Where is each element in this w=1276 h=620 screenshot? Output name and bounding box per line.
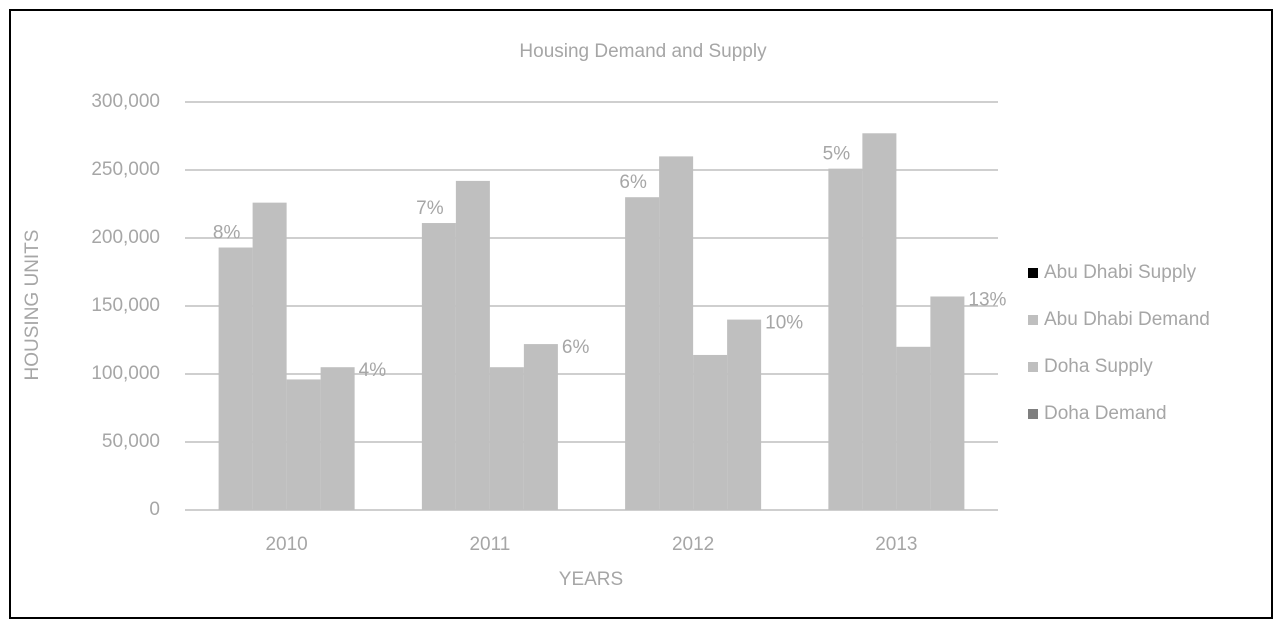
- bar: [523, 344, 558, 510]
- y-tick-label: 300,000: [91, 91, 160, 112]
- legend-swatch: [1028, 315, 1038, 325]
- annotation: 8%: [213, 223, 241, 244]
- bar: [625, 197, 660, 510]
- y-axis-title: HOUSING UNITS: [22, 230, 43, 381]
- annotation: 6%: [562, 337, 590, 358]
- annotation: 7%: [416, 198, 444, 219]
- annotation: 10%: [765, 313, 803, 334]
- bar: [421, 223, 456, 511]
- chart-title: Housing Demand and Supply: [519, 41, 767, 62]
- annotation: 6%: [619, 172, 647, 193]
- y-tick-label: 100,000: [91, 363, 160, 384]
- bar: [862, 133, 897, 510]
- y-tick-label: 150,000: [91, 295, 160, 316]
- bar: [896, 346, 931, 510]
- x-tick-label: 2013: [875, 534, 917, 555]
- y-tick-label: 50,000: [102, 431, 160, 452]
- bar: [727, 319, 762, 510]
- legend-label: Doha Demand: [1044, 403, 1167, 424]
- legend-swatch: [1028, 268, 1038, 278]
- bar: [930, 296, 965, 510]
- y-tick-label: 0: [149, 499, 160, 520]
- bar: [218, 247, 253, 510]
- legend-label: Abu Dhabi Supply: [1044, 262, 1197, 283]
- legend-swatch: [1028, 409, 1038, 419]
- bar: [489, 367, 524, 510]
- bar: [693, 354, 728, 510]
- bar: [252, 202, 287, 510]
- x-tick-label: 2011: [469, 534, 510, 555]
- x-tick-label: 2010: [265, 534, 307, 555]
- frame: [9, 9, 1273, 619]
- y-tick-label: 250,000: [91, 159, 160, 180]
- bar: [320, 367, 355, 510]
- bar: [286, 379, 321, 510]
- y-tick-label: 200,000: [91, 227, 160, 248]
- legend-swatch: [1028, 362, 1038, 372]
- bar: [659, 156, 694, 510]
- annotation: 5%: [823, 144, 851, 165]
- bar: [828, 168, 863, 510]
- annotation: 4%: [359, 360, 387, 381]
- annotation: 13%: [968, 289, 1006, 310]
- legend-label: Doha Supply: [1044, 356, 1153, 377]
- x-axis-title: YEARS: [559, 569, 623, 590]
- bar: [455, 180, 490, 510]
- x-tick-label: 2012: [672, 534, 714, 555]
- legend-label: Abu Dhabi Demand: [1044, 309, 1210, 330]
